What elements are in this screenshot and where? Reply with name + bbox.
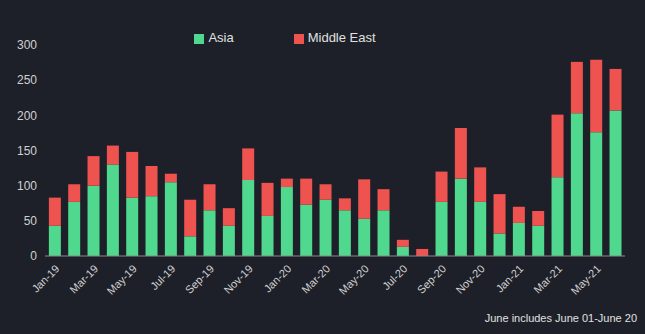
svg-text:Jan-19: Jan-19	[29, 262, 61, 294]
svg-text:300: 300	[17, 38, 37, 52]
svg-text:May-21: May-21	[569, 262, 603, 296]
svg-text:Mar-20: Mar-20	[299, 262, 332, 295]
svg-text:Jul-20: Jul-20	[380, 262, 410, 292]
svg-text:Jan-20: Jan-20	[261, 262, 293, 294]
svg-text:50: 50	[24, 214, 38, 228]
html-text:Middle East: Middle East	[307, 30, 376, 45]
svg-text:250: 250	[17, 73, 37, 87]
svg-text:0: 0	[30, 249, 37, 263]
svg-text:Nov-20: Nov-20	[453, 262, 487, 296]
svg-text:Sep-19: Sep-19	[183, 262, 217, 296]
svg-text:150: 150	[17, 144, 37, 158]
svg-text:Jul-19: Jul-19	[148, 262, 178, 292]
svg-text:Mar-21: Mar-21	[531, 262, 564, 295]
html-text:Asia: Asia	[208, 30, 234, 45]
svg-text:May-19: May-19	[105, 262, 139, 296]
svg-text:Nov-19: Nov-19	[221, 262, 255, 296]
svg-text:100: 100	[17, 179, 37, 193]
svg-text:Jan-21: Jan-21	[493, 262, 525, 294]
svg-text:Mar-19: Mar-19	[67, 262, 100, 295]
svg-text:200: 200	[17, 109, 37, 123]
html-text:June includes June 01-June 20: June includes June 01-June 20	[484, 312, 637, 324]
svg-text:May-20: May-20	[337, 262, 371, 296]
svg-text:Sep-20: Sep-20	[415, 262, 449, 296]
